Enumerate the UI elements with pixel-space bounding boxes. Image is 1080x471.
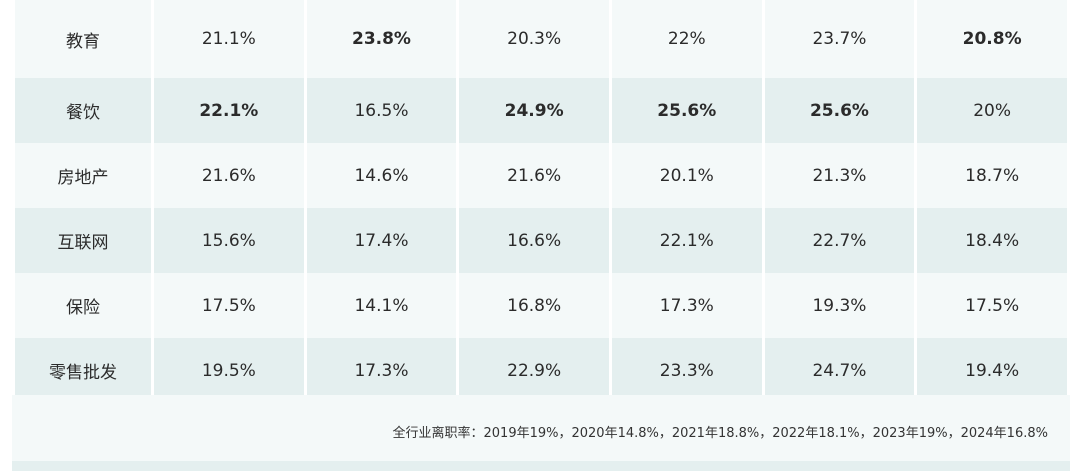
- value-cell: 22.1%: [611, 208, 762, 273]
- category-cell: 餐饮: [15, 78, 151, 143]
- table-row: 互联网 15.6% 17.4% 16.6% 22.1% 22.7% 18.4%: [15, 208, 1067, 273]
- value-cell: 23.3%: [611, 338, 762, 403]
- value-cell: 22.7%: [764, 208, 915, 273]
- value-cell: 16.5%: [306, 78, 457, 143]
- value-cell: 23.7%: [764, 0, 915, 78]
- value-cell: 22%: [611, 0, 762, 78]
- table-row: 餐饮 22.1% 16.5% 24.9% 25.6% 25.6% 20%: [15, 78, 1067, 143]
- value-cell: 20.3%: [459, 0, 609, 78]
- value-cell: 17.3%: [611, 273, 762, 338]
- table-row: 房地产 21.6% 14.6% 21.6% 20.1% 21.3% 18.7%: [15, 143, 1067, 208]
- value-cell: 18.4%: [917, 208, 1067, 273]
- value-cell: 20.1%: [611, 143, 762, 208]
- industry-turnover-note: 全行业离职率：2019年19%，2020年14.8%，2021年18.8%，20…: [392, 426, 1049, 441]
- value-cell: 22.1%: [154, 78, 304, 143]
- value-cell: 19.3%: [764, 273, 915, 338]
- value-cell: 20%: [917, 78, 1067, 143]
- value-cell: 25.6%: [764, 78, 915, 143]
- table-row: 教育 21.1% 23.8% 20.3% 22% 23.7% 20.8%: [15, 0, 1067, 78]
- value-cell: 15.6%: [154, 208, 304, 273]
- value-cell: 24.9%: [459, 78, 609, 143]
- value-cell: 21.6%: [154, 143, 304, 208]
- turnover-table: 教育 21.1% 23.8% 20.3% 22% 23.7% 20.8% 餐饮 …: [12, 0, 1070, 403]
- value-cell: 24.7%: [764, 338, 915, 403]
- table-row: 保险 17.5% 14.1% 16.8% 17.3% 19.3% 17.5%: [15, 273, 1067, 338]
- value-cell: 20.8%: [917, 0, 1067, 78]
- value-cell: 17.3%: [306, 338, 457, 403]
- value-cell: 17.5%: [917, 273, 1067, 338]
- turnover-table-container: 教育 21.1% 23.8% 20.3% 22% 23.7% 20.8% 餐饮 …: [12, 0, 1070, 471]
- value-cell: 14.6%: [306, 143, 457, 208]
- value-cell: 21.1%: [154, 0, 304, 78]
- footer-note-row: 全行业离职率：2019年19%，2020年14.8%，2021年18.8%，20…: [12, 395, 1070, 461]
- value-cell: 19.5%: [154, 338, 304, 403]
- category-cell: 房地产: [15, 143, 151, 208]
- value-cell: 18.7%: [917, 143, 1067, 208]
- value-cell: 21.6%: [459, 143, 609, 208]
- value-cell: 25.6%: [611, 78, 762, 143]
- table-row: 零售批发 19.5% 17.3% 22.9% 23.3% 24.7% 19.4%: [15, 338, 1067, 403]
- category-cell: 零售批发: [15, 338, 151, 403]
- category-cell: 互联网: [15, 208, 151, 273]
- category-cell: 保险: [15, 273, 151, 338]
- value-cell: 19.4%: [917, 338, 1067, 403]
- value-cell: 21.3%: [764, 143, 915, 208]
- value-cell: 16.8%: [459, 273, 609, 338]
- value-cell: 14.1%: [306, 273, 457, 338]
- value-cell: 16.6%: [459, 208, 609, 273]
- value-cell: 23.8%: [306, 0, 457, 78]
- value-cell: 17.4%: [306, 208, 457, 273]
- value-cell: 22.9%: [459, 338, 609, 403]
- value-cell: 17.5%: [154, 273, 304, 338]
- bottom-band: [12, 461, 1070, 471]
- category-cell: 教育: [15, 0, 151, 78]
